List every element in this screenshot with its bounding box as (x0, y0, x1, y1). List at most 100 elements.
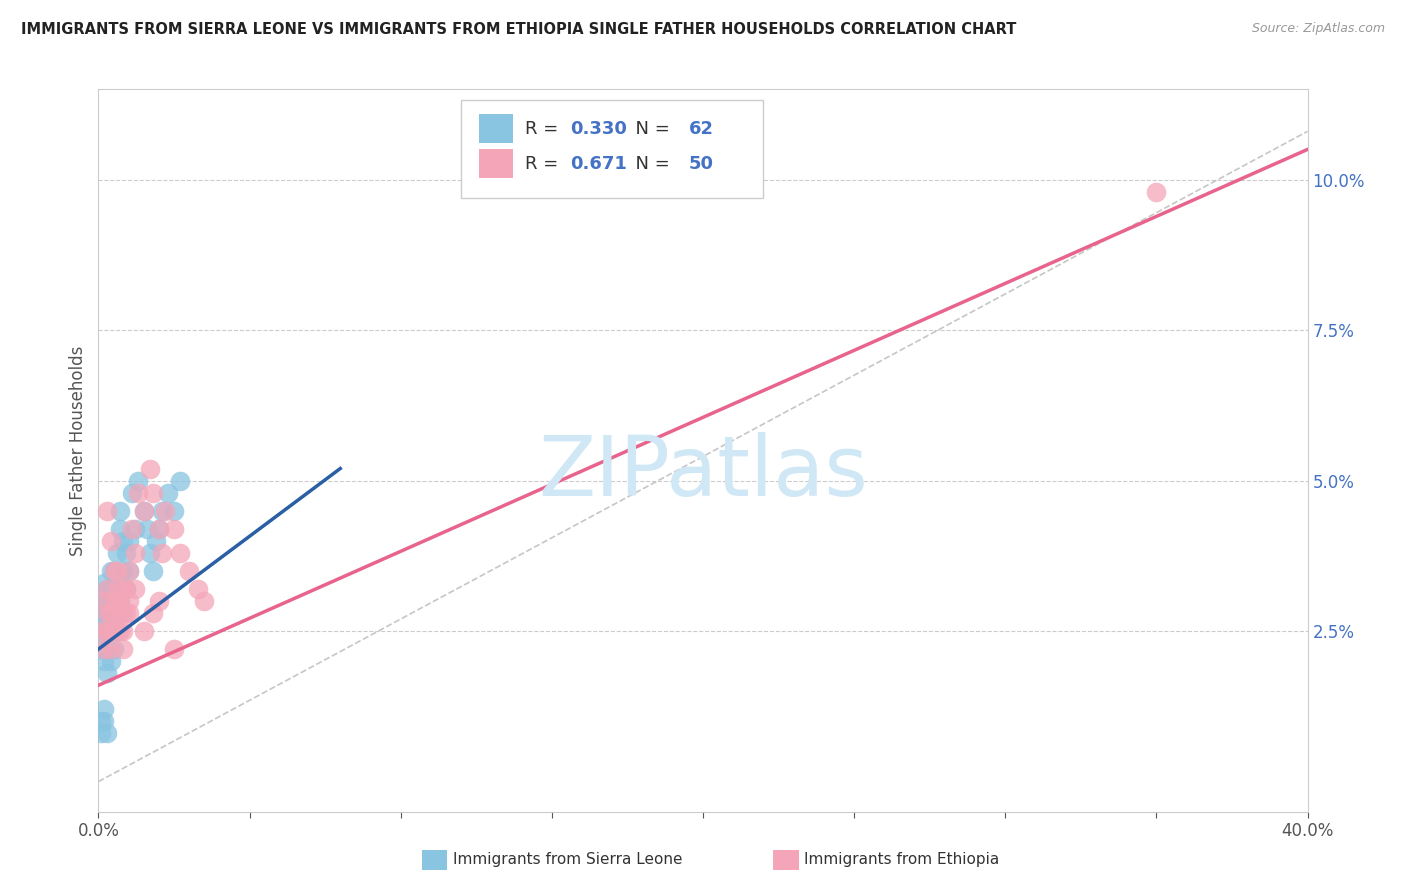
Point (108, 624, 131, 639)
Point (148, 594, 170, 608)
Point (103, 564, 125, 578)
Text: N =: N = (624, 154, 676, 173)
Point (114, 606, 136, 620)
Point (111, 582, 134, 596)
Point (100, 624, 122, 639)
Text: Source: ZipAtlas.com: Source: ZipAtlas.com (1251, 22, 1385, 36)
Point (124, 522, 146, 536)
Point (90, 642, 112, 657)
Point (111, 606, 134, 620)
Point (139, 461, 162, 475)
Text: R =: R = (526, 120, 564, 138)
Point (105, 594, 128, 608)
Point (105, 624, 128, 639)
Text: N =: N = (624, 120, 676, 138)
Point (96, 582, 118, 596)
Point (124, 546, 146, 560)
Point (93, 594, 115, 608)
Point (103, 564, 125, 578)
Text: IMMIGRANTS FROM SIERRA LEONE VS IMMIGRANTS FROM ETHIOPIA SINGLE FATHER HOUSEHOLD: IMMIGRANTS FROM SIERRA LEONE VS IMMIGRAN… (21, 22, 1017, 37)
Point (142, 606, 165, 620)
Point (187, 582, 209, 596)
Point (103, 582, 125, 596)
Point (139, 546, 162, 560)
FancyBboxPatch shape (479, 114, 513, 144)
Point (132, 503, 155, 517)
Point (121, 485, 143, 500)
Point (135, 522, 157, 536)
Point (96, 606, 118, 620)
Point (111, 642, 134, 657)
Point (96, 726, 118, 740)
Point (114, 582, 136, 596)
Point (114, 546, 136, 560)
Point (118, 606, 141, 620)
Point (108, 606, 131, 620)
Point (118, 594, 141, 608)
Point (100, 654, 122, 668)
Point (103, 642, 125, 657)
Point (93, 642, 115, 657)
Point (156, 485, 179, 500)
Point (150, 503, 173, 517)
Point (111, 624, 134, 639)
Point (105, 582, 128, 596)
Point (1144, 185, 1167, 199)
Text: 50: 50 (689, 154, 713, 173)
Point (103, 594, 125, 608)
Point (100, 624, 122, 639)
Point (100, 642, 122, 657)
Point (100, 533, 122, 548)
Point (103, 606, 125, 620)
Point (163, 503, 186, 517)
Point (93, 654, 115, 668)
Point (111, 533, 134, 548)
Point (108, 503, 131, 517)
Point (103, 606, 125, 620)
Text: Immigrants from Sierra Leone: Immigrants from Sierra Leone (453, 853, 682, 867)
Point (118, 564, 141, 578)
Point (105, 546, 128, 560)
Point (163, 642, 186, 657)
Point (100, 594, 122, 608)
Point (96, 594, 118, 608)
Point (100, 624, 122, 639)
Point (100, 606, 122, 620)
Point (93, 594, 115, 608)
Point (148, 522, 170, 536)
Point (111, 564, 134, 578)
Text: R =: R = (526, 154, 564, 173)
FancyBboxPatch shape (479, 149, 513, 178)
Point (96, 582, 118, 596)
Point (100, 606, 122, 620)
Point (96, 606, 118, 620)
Point (96, 606, 118, 620)
Point (105, 624, 128, 639)
Point (108, 522, 131, 536)
Text: 0.671: 0.671 (569, 154, 627, 173)
Point (103, 624, 125, 639)
Point (96, 666, 118, 681)
Point (96, 503, 118, 517)
Point (169, 474, 191, 488)
Text: Immigrants from Ethiopia: Immigrants from Ethiopia (804, 853, 1000, 867)
Point (90, 714, 112, 729)
Text: 62: 62 (689, 120, 713, 138)
Y-axis label: Single Father Households: Single Father Households (69, 345, 87, 556)
Point (93, 702, 115, 716)
Point (145, 533, 167, 548)
Point (100, 582, 122, 596)
Point (96, 624, 118, 639)
Point (153, 503, 176, 517)
Point (163, 522, 186, 536)
Point (114, 582, 136, 596)
Point (103, 594, 125, 608)
Point (169, 546, 191, 560)
Point (121, 522, 143, 536)
FancyBboxPatch shape (461, 100, 763, 198)
Point (100, 564, 122, 578)
Point (132, 624, 155, 639)
Point (96, 642, 118, 657)
Point (108, 594, 131, 608)
Point (105, 606, 128, 620)
